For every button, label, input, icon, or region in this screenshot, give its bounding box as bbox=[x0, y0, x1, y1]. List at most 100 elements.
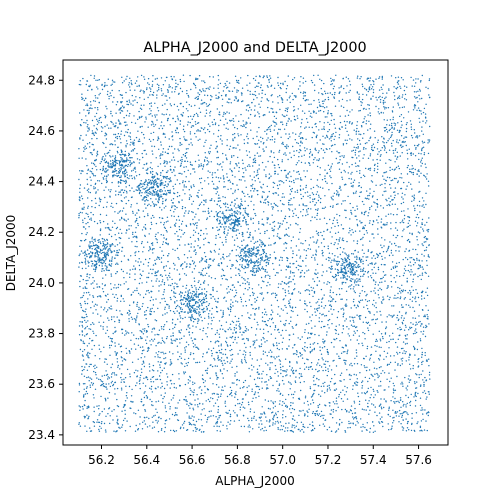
data-point bbox=[317, 405, 319, 407]
data-point bbox=[273, 156, 276, 159]
data-point bbox=[138, 306, 140, 309]
data-point bbox=[221, 389, 223, 391]
data-point bbox=[224, 82, 226, 85]
data-point bbox=[170, 215, 173, 217]
data-point bbox=[120, 364, 122, 366]
data-point bbox=[152, 268, 154, 271]
data-point bbox=[244, 246, 247, 248]
data-point bbox=[194, 344, 196, 346]
data-point bbox=[371, 269, 373, 271]
data-point bbox=[416, 239, 418, 241]
data-point bbox=[304, 205, 306, 207]
data-point bbox=[91, 348, 93, 350]
data-point bbox=[389, 201, 391, 203]
data-point bbox=[204, 260, 206, 262]
data-point bbox=[130, 348, 133, 350]
data-point bbox=[402, 405, 404, 407]
data-point bbox=[248, 385, 250, 387]
data-point bbox=[348, 374, 350, 376]
data-point bbox=[277, 286, 279, 289]
data-point bbox=[409, 327, 411, 330]
data-point bbox=[104, 263, 107, 265]
data-point bbox=[244, 300, 247, 303]
data-point bbox=[322, 341, 324, 343]
data-point bbox=[103, 422, 106, 425]
data-point bbox=[389, 361, 392, 364]
data-point bbox=[406, 226, 408, 228]
data-point bbox=[293, 109, 296, 111]
data-point bbox=[147, 276, 150, 279]
data-point bbox=[166, 312, 168, 314]
data-point bbox=[226, 337, 228, 339]
data-point bbox=[213, 405, 215, 407]
data-point bbox=[294, 139, 296, 141]
data-point bbox=[322, 143, 324, 145]
data-point bbox=[306, 311, 308, 313]
data-point bbox=[194, 240, 196, 242]
data-point bbox=[421, 205, 423, 207]
data-point bbox=[274, 296, 277, 299]
data-point bbox=[100, 351, 102, 353]
data-point bbox=[269, 77, 272, 79]
data-point bbox=[165, 419, 168, 421]
data-point bbox=[192, 115, 195, 118]
data-point bbox=[162, 279, 164, 281]
data-point bbox=[391, 111, 394, 113]
data-point bbox=[340, 308, 342, 310]
data-point bbox=[143, 137, 146, 139]
data-point bbox=[419, 266, 422, 268]
data-point bbox=[337, 243, 339, 245]
data-point bbox=[207, 105, 210, 107]
data-point bbox=[393, 177, 396, 180]
data-point bbox=[324, 177, 326, 180]
data-point bbox=[364, 175, 366, 178]
data-point bbox=[84, 319, 86, 322]
data-point bbox=[289, 388, 291, 390]
data-point bbox=[402, 383, 404, 385]
data-point bbox=[218, 205, 221, 207]
data-point bbox=[283, 203, 285, 206]
data-point bbox=[375, 281, 377, 283]
data-point bbox=[91, 301, 94, 303]
data-point bbox=[116, 358, 119, 360]
data-point bbox=[385, 198, 387, 201]
data-point bbox=[257, 111, 259, 113]
data-point bbox=[166, 376, 169, 378]
data-point bbox=[234, 199, 236, 201]
data-point bbox=[345, 360, 347, 362]
data-point bbox=[340, 298, 342, 300]
data-point bbox=[278, 226, 281, 228]
data-point bbox=[143, 76, 145, 78]
data-point bbox=[394, 265, 396, 267]
data-point bbox=[367, 157, 370, 159]
data-point bbox=[292, 145, 294, 148]
data-point bbox=[368, 139, 370, 142]
data-point bbox=[398, 139, 401, 141]
data-point bbox=[336, 403, 338, 405]
data-point bbox=[422, 120, 424, 122]
data-point bbox=[135, 227, 137, 229]
data-point bbox=[122, 419, 125, 422]
data-point bbox=[173, 394, 175, 397]
data-point bbox=[187, 361, 189, 364]
data-point bbox=[156, 107, 159, 109]
data-point bbox=[119, 427, 121, 429]
data-point bbox=[352, 301, 355, 303]
data-point bbox=[331, 198, 333, 200]
data-point bbox=[372, 318, 374, 321]
data-point bbox=[391, 122, 393, 125]
data-point bbox=[410, 322, 412, 324]
data-point bbox=[211, 328, 213, 330]
data-point bbox=[348, 177, 350, 180]
data-point bbox=[313, 280, 316, 283]
data-point bbox=[428, 358, 430, 360]
data-point bbox=[289, 262, 291, 265]
data-point bbox=[234, 338, 236, 341]
data-point bbox=[386, 295, 389, 297]
data-point bbox=[137, 338, 140, 340]
data-point bbox=[197, 239, 200, 241]
data-point bbox=[100, 173, 103, 175]
data-point bbox=[361, 211, 363, 214]
data-point bbox=[283, 196, 285, 198]
data-point bbox=[209, 377, 211, 379]
